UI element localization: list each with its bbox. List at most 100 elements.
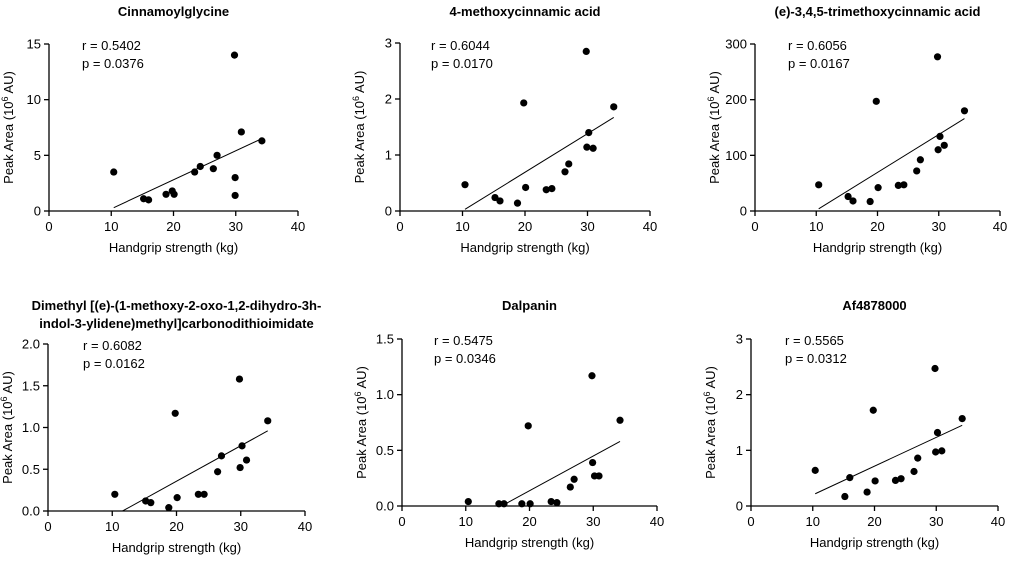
- data-point: [960, 107, 969, 115]
- x-tick-label: 10: [806, 514, 820, 529]
- r-value-label: r = 0.6082: [83, 338, 142, 353]
- y-tick-label: 0: [34, 204, 41, 219]
- data-point: [162, 190, 170, 198]
- y-tick-label: 0: [736, 499, 743, 514]
- chart-panel-5: Dalpanin 0 10 20 30 40 0.0 0.5 1.0 1.5 Handgrip st…: [353, 298, 664, 550]
- x-tick-label: 0: [398, 514, 405, 529]
- x-tick-label: 20: [867, 514, 881, 529]
- y-tick-label: 1.0: [22, 420, 40, 435]
- r-value-label: r = 0.6056: [788, 38, 847, 53]
- data-point: [171, 409, 179, 417]
- p-value-label: p = 0.0162: [83, 356, 145, 371]
- chart-panel-3: (e)-3,4,5-trimethoxycinnamic acid 0 10 20 30…: [706, 4, 1007, 255]
- data-point: [235, 375, 244, 383]
- data-point: [524, 422, 532, 430]
- data-point: [238, 442, 246, 450]
- x-tick-label: 10: [459, 514, 473, 529]
- y-tick-label: 2: [736, 387, 743, 402]
- data-point: [582, 47, 590, 56]
- data-point: [231, 191, 239, 200]
- data-point: [913, 167, 921, 175]
- data-point: [461, 181, 469, 189]
- data-point: [900, 181, 908, 189]
- x-tick-label: 0: [396, 219, 403, 234]
- x-tick-label: 10: [455, 219, 469, 234]
- y-tick-label: 3: [385, 36, 392, 51]
- chart-title: indol-3-ylidene)methyl]carbonodithioimid…: [39, 316, 313, 331]
- data-point: [869, 406, 877, 414]
- x-tick-label: 40: [298, 519, 312, 534]
- y-tick-label: 2: [385, 92, 392, 107]
- r-value-label: r = 0.5402: [82, 38, 141, 53]
- data-point: [585, 129, 593, 137]
- chart-title: Dalpanin: [502, 298, 557, 313]
- x-tick-label: 30: [929, 514, 943, 529]
- data-point: [500, 500, 508, 508]
- y-tick-label: 1.5: [376, 332, 394, 347]
- data-point: [570, 475, 578, 483]
- data-point: [217, 452, 226, 460]
- x-tick-label: 20: [169, 519, 183, 534]
- x-axis-label: Handgrip strength (kg): [810, 535, 939, 550]
- data-point: [846, 474, 854, 482]
- data-point: [196, 162, 204, 171]
- p-value-label: p = 0.0346: [434, 351, 496, 366]
- data-point: [236, 463, 244, 472]
- data-point: [496, 197, 504, 205]
- data-point: [147, 499, 155, 507]
- data-point: [588, 372, 596, 380]
- data-point: [595, 472, 603, 480]
- p-value-label: p = 0.0376: [82, 56, 144, 71]
- data-point: [145, 196, 153, 204]
- data-point: [933, 53, 942, 61]
- data-point: [213, 151, 221, 159]
- r-value-label: r = 0.5475: [434, 333, 493, 348]
- data-point: [191, 168, 199, 176]
- y-tick-label: 1: [385, 148, 392, 163]
- data-point: [610, 103, 618, 111]
- data-point: [200, 490, 208, 498]
- data-point: [616, 416, 624, 424]
- data-point: [242, 456, 251, 464]
- regression-line: [815, 424, 963, 495]
- x-axis-label: Handgrip strength (kg): [813, 240, 942, 255]
- y-tick-label: 1: [736, 443, 743, 458]
- x-tick-label: 40: [291, 219, 305, 234]
- data-point: [231, 174, 239, 182]
- y-tick-label: 0.5: [22, 462, 40, 477]
- y-tick-label: 5: [34, 148, 41, 163]
- data-point: [932, 448, 940, 456]
- y-tick-label: 100: [725, 148, 747, 163]
- x-tick-label: 10: [105, 519, 119, 534]
- data-point: [526, 500, 534, 508]
- data-point: [583, 143, 591, 151]
- data-point: [230, 51, 239, 59]
- y-axis-label: Peak Area (106 AU): [0, 71, 16, 184]
- r-value-label: r = 0.5565: [785, 333, 844, 348]
- x-tick-label: 0: [45, 219, 52, 234]
- data-point: [934, 146, 942, 154]
- x-tick-label: 0: [751, 219, 758, 234]
- y-axis-label: Peak Area (106 AU): [351, 71, 367, 184]
- p-value-label: p = 0.0312: [785, 351, 847, 366]
- data-point: [561, 168, 569, 176]
- x-tick-label: 20: [870, 219, 884, 234]
- x-tick-label: 30: [580, 219, 594, 234]
- r-value-label: r = 0.6044: [431, 38, 490, 53]
- chart-title: 4-methoxycinnamic acid: [450, 4, 601, 19]
- data-point: [209, 165, 217, 173]
- y-tick-label: 10: [27, 92, 41, 107]
- data-point: [520, 99, 528, 107]
- x-tick-label: 30: [229, 219, 243, 234]
- data-point: [566, 483, 574, 491]
- x-tick-label: 20: [522, 514, 536, 529]
- data-point: [589, 144, 597, 152]
- x-tick-label: 20: [518, 219, 532, 234]
- data-point: [237, 128, 245, 136]
- chart-title: Cinnamoylglycine: [118, 4, 229, 19]
- x-tick-label: 30: [234, 519, 248, 534]
- regression-line: [818, 118, 965, 210]
- x-tick-label: 10: [809, 219, 823, 234]
- data-point: [495, 500, 503, 508]
- data-point: [547, 497, 555, 506]
